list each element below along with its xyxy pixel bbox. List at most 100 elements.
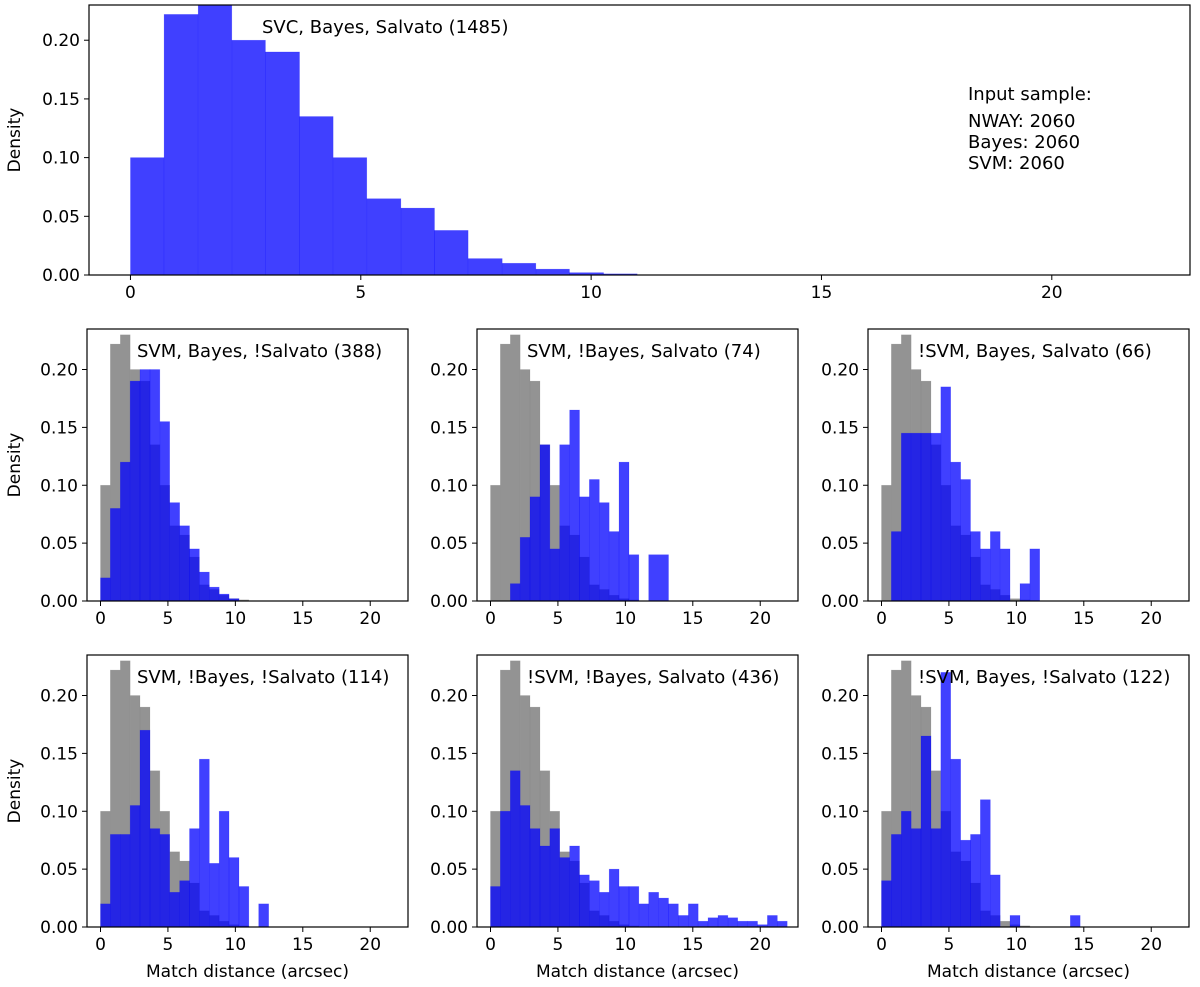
y-tick-label: 0.20	[821, 687, 859, 707]
histogram-bar	[910, 828, 922, 928]
histogram-bar	[648, 554, 669, 602]
y-tick-label: 0.20	[430, 361, 468, 381]
histogram-bar	[199, 571, 210, 602]
histogram-bar	[139, 729, 151, 928]
histogram-bar	[559, 857, 570, 928]
histogram-bar	[688, 903, 699, 928]
x-tick-label: 5	[944, 935, 955, 955]
panel-title: SVM, !Bayes, !Salvato (114)	[137, 667, 389, 688]
histogram-bar	[238, 886, 250, 928]
histogram-bar	[169, 502, 180, 602]
axes-frame	[88, 4, 1191, 276]
histogram-bar	[628, 886, 640, 928]
x-tick-label: 15	[292, 935, 314, 955]
x-tick-label: 0	[95, 609, 106, 629]
chart-panel-mid-left: 0 5 10 15 20 0.00 0.05 0.10 0.15 0.20 Density SVM, …	[5, 328, 409, 629]
y-tick-label: 0.00	[821, 918, 859, 938]
x-tick-label: 10	[225, 609, 247, 629]
histogram-bar	[1029, 548, 1040, 602]
x-tick-label: 10	[580, 283, 602, 303]
x-tick-label: 15	[682, 935, 704, 955]
y-tick-label: 0.15	[821, 418, 859, 438]
x-tick-label: 0	[485, 935, 496, 955]
histogram-bar	[980, 799, 991, 928]
chart-panel-bottom-right: 0 5 10 15 20 0.00 0.05 0.10 0.15 0.20 Match distan…	[821, 654, 1190, 982]
histogram-bar	[218, 810, 230, 928]
y-tick-label: 0.00	[430, 918, 468, 938]
histogram-bar	[999, 548, 1011, 602]
y-tick-label: 0.00	[430, 592, 468, 612]
histogram-bar	[299, 116, 334, 276]
histogram-bar	[1070, 915, 1081, 928]
y-tick-label: 0.05	[42, 207, 80, 227]
axes-frame	[86, 328, 409, 602]
histogram-bar	[920, 735, 932, 928]
x-tick-label: 5	[355, 283, 366, 303]
y-tick-label: 0.20	[40, 361, 78, 381]
x-tick-label: 20	[1140, 609, 1162, 629]
y-tick-label: 0.05	[40, 860, 78, 880]
x-tick-label: 5	[163, 935, 174, 955]
histogram-bar	[960, 839, 971, 928]
histogram-bar	[159, 834, 170, 928]
y-tick-label: 0.00	[42, 266, 80, 286]
histogram-bar	[197, 4, 233, 276]
x-tick-label: 10	[615, 935, 637, 955]
x-tick-label: 5	[553, 609, 564, 629]
y-tick-label: 0.00	[821, 592, 859, 612]
histogram-bar	[529, 496, 541, 602]
histogram-bar	[100, 903, 111, 928]
y-tick-label: 0.10	[40, 802, 78, 822]
y-tick-label: 0.15	[40, 744, 78, 764]
histogram-bar	[120, 461, 131, 602]
histogram-bar	[930, 828, 942, 928]
histogram-bar	[332, 157, 368, 276]
histogram-bar	[159, 421, 170, 602]
histogram-bar	[189, 828, 200, 928]
histogram-bar	[228, 857, 240, 928]
histogram-bar	[950, 758, 961, 928]
histogram-bar	[608, 531, 620, 602]
annotation-line: NWAY: 2060	[968, 111, 1075, 132]
x-tick-label: 10	[1006, 935, 1028, 955]
chart-panel-mid-center: 0 5 10 15 20 0.00 0.05 0.10 0.15 0.20 SVM, !Bayes,…	[430, 328, 799, 629]
histogram-bar	[920, 432, 932, 602]
x-tick-label: 20	[359, 609, 381, 629]
histogram-bar	[648, 891, 659, 928]
x-tick-label: 0	[876, 609, 887, 629]
histogram-bar	[467, 258, 503, 276]
x-tick-label: 15	[682, 609, 704, 629]
histogram-bar	[910, 432, 922, 602]
axes-frame	[867, 654, 1190, 928]
histogram-bar	[767, 915, 778, 928]
histogram-bar	[519, 805, 531, 928]
y-axis-label: Density	[5, 759, 25, 824]
x-tick-label: 20	[1041, 283, 1063, 303]
histogram-bar	[990, 531, 1001, 602]
histogram-bar	[608, 868, 620, 928]
y-tick-label: 0.10	[821, 802, 859, 822]
histogram-bar	[638, 903, 649, 928]
chart-panel-top: 0 5 10 15 20 0.00 0.05 0.10 0.15 0.20 Density SVC, …	[5, 4, 1191, 303]
histogram-bar	[366, 198, 402, 276]
histogram-bar	[1019, 583, 1031, 602]
annotation-line: Bayes: 2060	[968, 132, 1080, 153]
histogram-bar	[569, 845, 580, 928]
x-tick-label: 20	[359, 935, 381, 955]
x-axis-label: Match distance (arcsec)	[146, 962, 349, 982]
x-tick-label: 15	[1073, 935, 1095, 955]
histogram-bar	[901, 810, 912, 928]
histogram-bar	[628, 554, 640, 602]
histogram-bar	[110, 834, 121, 928]
histogram-bar	[717, 915, 729, 928]
annotation-line: SVM: 2060	[968, 153, 1065, 174]
y-tick-label: 0.20	[40, 687, 78, 707]
histogram-bar	[559, 444, 570, 602]
histogram-bar	[747, 920, 758, 928]
y-tick-label: 0.05	[821, 534, 859, 554]
histogram-bar	[980, 548, 991, 602]
y-tick-label: 0.00	[40, 592, 78, 612]
panel-title: !SVM, Bayes, Salvato (66)	[918, 341, 1152, 362]
histogram-bar	[668, 903, 679, 928]
reference-bar	[999, 920, 1011, 928]
